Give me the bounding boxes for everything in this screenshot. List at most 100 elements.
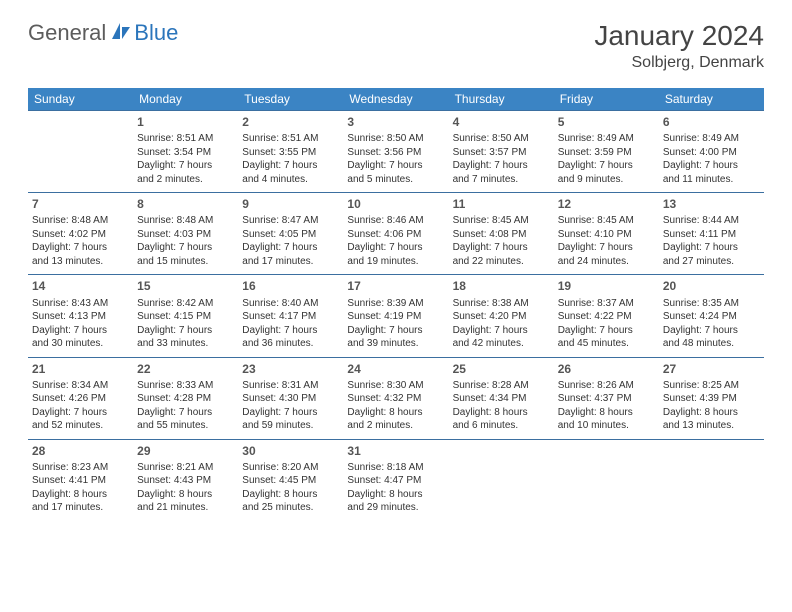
calendar-day-cell: 23Sunrise: 8:31 AMSunset: 4:30 PMDayligh…	[238, 357, 343, 439]
daylight-line: Daylight: 7 hours	[242, 159, 339, 173]
weekday-header: Sunday	[28, 88, 133, 111]
daylight-line: and 39 minutes.	[347, 337, 444, 351]
weekday-header: Saturday	[659, 88, 764, 111]
sunrise-line: Sunrise: 8:20 AM	[242, 461, 339, 475]
daylight-line: and 21 minutes.	[137, 501, 234, 515]
calendar-day-cell: 25Sunrise: 8:28 AMSunset: 4:34 PMDayligh…	[449, 357, 554, 439]
daylight-line: Daylight: 7 hours	[32, 406, 129, 420]
sunset-line: Sunset: 4:00 PM	[663, 146, 760, 160]
daylight-line: and 59 minutes.	[242, 419, 339, 433]
daylight-line: Daylight: 8 hours	[347, 406, 444, 420]
daylight-line: and 13 minutes.	[663, 419, 760, 433]
calendar-day-cell: 13Sunrise: 8:44 AMSunset: 4:11 PMDayligh…	[659, 193, 764, 275]
sunrise-line: Sunrise: 8:48 AM	[32, 214, 129, 228]
calendar-day-cell: 12Sunrise: 8:45 AMSunset: 4:10 PMDayligh…	[554, 193, 659, 275]
day-number: 10	[347, 196, 444, 212]
sunrise-line: Sunrise: 8:51 AM	[242, 132, 339, 146]
calendar-day-cell	[28, 111, 133, 193]
calendar-day-cell: 17Sunrise: 8:39 AMSunset: 4:19 PMDayligh…	[343, 275, 448, 357]
daylight-line: Daylight: 7 hours	[137, 406, 234, 420]
calendar-header-row: SundayMondayTuesdayWednesdayThursdayFrid…	[28, 88, 764, 111]
daylight-line: Daylight: 8 hours	[242, 488, 339, 502]
daylight-line: and 11 minutes.	[663, 173, 760, 187]
calendar-day-cell: 26Sunrise: 8:26 AMSunset: 4:37 PMDayligh…	[554, 357, 659, 439]
sunrise-line: Sunrise: 8:42 AM	[137, 297, 234, 311]
sunset-line: Sunset: 4:05 PM	[242, 228, 339, 242]
daylight-line: and 17 minutes.	[242, 255, 339, 269]
sunrise-line: Sunrise: 8:49 AM	[558, 132, 655, 146]
sunset-line: Sunset: 3:56 PM	[347, 146, 444, 160]
weekday-header: Wednesday	[343, 88, 448, 111]
calendar-week-row: 1Sunrise: 8:51 AMSunset: 3:54 PMDaylight…	[28, 111, 764, 193]
sunrise-line: Sunrise: 8:51 AM	[137, 132, 234, 146]
daylight-line: and 22 minutes.	[453, 255, 550, 269]
sunset-line: Sunset: 3:59 PM	[558, 146, 655, 160]
calendar-day-cell: 5Sunrise: 8:49 AMSunset: 3:59 PMDaylight…	[554, 111, 659, 193]
sunrise-line: Sunrise: 8:25 AM	[663, 379, 760, 393]
day-number: 18	[453, 278, 550, 294]
weekday-header: Friday	[554, 88, 659, 111]
calendar-table: SundayMondayTuesdayWednesdayThursdayFrid…	[28, 88, 764, 521]
daylight-line: Daylight: 8 hours	[32, 488, 129, 502]
day-number: 23	[242, 361, 339, 377]
calendar-day-cell: 28Sunrise: 8:23 AMSunset: 4:41 PMDayligh…	[28, 439, 133, 521]
day-number: 25	[453, 361, 550, 377]
calendar-day-cell: 10 Sunrise: 8:46 AMSunset: 4:06 PMDayligh…	[343, 193, 448, 275]
daylight-line: Daylight: 7 hours	[242, 324, 339, 338]
sunset-line: Sunset: 4:43 PM	[137, 474, 234, 488]
day-number: 15	[137, 278, 234, 294]
daylight-line: Daylight: 8 hours	[453, 406, 550, 420]
daylight-line: and 9 minutes.	[558, 173, 655, 187]
sunrise-line: Sunrise: 8:43 AM	[32, 297, 129, 311]
sunset-line: Sunset: 4:15 PM	[137, 310, 234, 324]
daylight-line: Daylight: 7 hours	[347, 159, 444, 173]
calendar-day-cell: 3Sunrise: 8:50 AMSunset: 3:56 PMDaylight…	[343, 111, 448, 193]
sunrise-line: Sunrise: 8:46 AM	[347, 214, 444, 228]
calendar-week-row: 21Sunrise: 8:34 AMSunset: 4:26 PMDayligh…	[28, 357, 764, 439]
day-number: 16	[242, 278, 339, 294]
calendar-day-cell: 30Sunrise: 8:20 AMSunset: 4:45 PMDayligh…	[238, 439, 343, 521]
day-number: 26	[558, 361, 655, 377]
sunset-line: Sunset: 4:06 PM	[347, 228, 444, 242]
sunrise-line: Sunrise: 8:34 AM	[32, 379, 129, 393]
daylight-line: Daylight: 8 hours	[347, 488, 444, 502]
daylight-line: Daylight: 7 hours	[32, 241, 129, 255]
sunrise-line: Sunrise: 8:48 AM	[137, 214, 234, 228]
sunset-line: Sunset: 3:54 PM	[137, 146, 234, 160]
sunrise-line: Sunrise: 8:35 AM	[663, 297, 760, 311]
daylight-line: and 15 minutes.	[137, 255, 234, 269]
calendar-day-cell	[449, 439, 554, 521]
daylight-line: and 33 minutes.	[137, 337, 234, 351]
calendar-day-cell: 20Sunrise: 8:35 AMSunset: 4:24 PMDayligh…	[659, 275, 764, 357]
sunrise-line: Sunrise: 8:47 AM	[242, 214, 339, 228]
logo-text-general: General	[28, 20, 106, 46]
sunrise-line: Sunrise: 8:50 AM	[453, 132, 550, 146]
calendar-day-cell: 24Sunrise: 8:30 AMSunset: 4:32 PMDayligh…	[343, 357, 448, 439]
daylight-line: Daylight: 7 hours	[663, 159, 760, 173]
day-number: 24	[347, 361, 444, 377]
sunset-line: Sunset: 4:19 PM	[347, 310, 444, 324]
calendar-day-cell: 29Sunrise: 8:21 AMSunset: 4:43 PMDayligh…	[133, 439, 238, 521]
daylight-line: Daylight: 7 hours	[347, 241, 444, 255]
calendar-day-cell: 6Sunrise: 8:49 AMSunset: 4:00 PMDaylight…	[659, 111, 764, 193]
sunrise-line: Sunrise: 8:49 AM	[663, 132, 760, 146]
daylight-line: and 24 minutes.	[558, 255, 655, 269]
day-number: 27	[663, 361, 760, 377]
day-number: 28	[32, 443, 129, 459]
daylight-line: Daylight: 7 hours	[32, 324, 129, 338]
daylight-line: Daylight: 7 hours	[453, 324, 550, 338]
daylight-line: Daylight: 7 hours	[453, 159, 550, 173]
daylight-line: Daylight: 7 hours	[137, 159, 234, 173]
sunrise-line: Sunrise: 8:21 AM	[137, 461, 234, 475]
sunset-line: Sunset: 4:32 PM	[347, 392, 444, 406]
sunrise-line: Sunrise: 8:28 AM	[453, 379, 550, 393]
sunrise-line: Sunrise: 8:23 AM	[32, 461, 129, 475]
sunset-line: Sunset: 4:11 PM	[663, 228, 760, 242]
daylight-line: and 48 minutes.	[663, 337, 760, 351]
day-number: 31	[347, 443, 444, 459]
daylight-line: Daylight: 8 hours	[663, 406, 760, 420]
sunset-line: Sunset: 4:39 PM	[663, 392, 760, 406]
daylight-line: Daylight: 8 hours	[558, 406, 655, 420]
calendar-day-cell	[554, 439, 659, 521]
daylight-line: Daylight: 7 hours	[558, 159, 655, 173]
